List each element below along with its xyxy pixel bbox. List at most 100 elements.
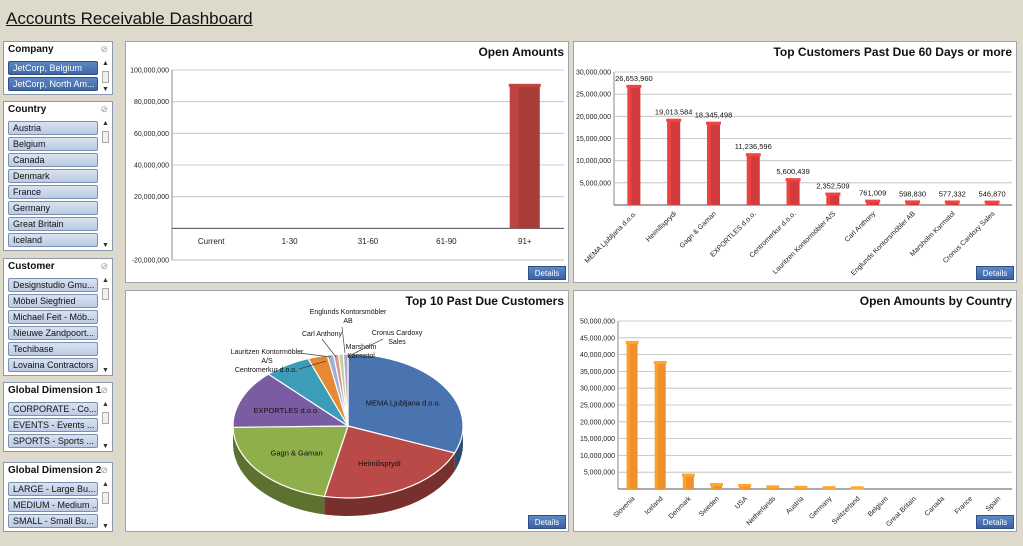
slicer-item-sports[interactable]: SPORTS - Sports ... xyxy=(8,434,98,448)
scroll-thumb[interactable] xyxy=(102,288,109,300)
x-tick-label: Heimilisprydi xyxy=(645,210,678,243)
slicer-item-techibase[interactable]: Techibase xyxy=(8,342,98,356)
scroll-down-icon[interactable]: ▼ xyxy=(102,523,109,530)
bar xyxy=(739,485,751,489)
scroll-thumb[interactable] xyxy=(102,492,109,504)
data-label: 598,830 xyxy=(899,189,926,198)
scroll-thumb[interactable] xyxy=(102,71,109,83)
y-tick-label: 10,000,000 xyxy=(576,158,611,165)
scroll-thumb[interactable] xyxy=(102,412,109,424)
bar-cap xyxy=(984,200,1000,204)
scroll-up-icon[interactable]: ▲ xyxy=(102,120,109,127)
slicer-item-denmark[interactable]: Denmark xyxy=(8,169,98,183)
slicer-item-canada[interactable]: Canada xyxy=(8,153,98,167)
slicer-title: Customer xyxy=(8,261,55,272)
slicer-scrollbar[interactable]: ▲ ▼ xyxy=(101,481,110,530)
bar xyxy=(682,475,694,489)
pie-outside-label: Lauritzen Kontormöbler xyxy=(231,349,304,356)
scroll-up-icon[interactable]: ▲ xyxy=(102,481,109,488)
scroll-up-icon[interactable]: ▲ xyxy=(102,60,109,67)
pie-outside-label: Sales xyxy=(388,339,406,346)
bar xyxy=(826,194,840,205)
clear-filter-icon[interactable]: ⊘ xyxy=(100,465,108,475)
slicer-item-medium[interactable]: MEDIUM - Medium ... xyxy=(8,498,98,512)
slicer-scrollbar[interactable]: ▲ ▼ xyxy=(101,120,110,249)
x-tick-label: Slovenia xyxy=(613,495,637,519)
x-tick-label: Netherlands xyxy=(746,495,778,527)
slicer-item-mobel-siegfried[interactable]: Möbel Siegfried xyxy=(8,294,98,308)
page-title: Accounts Receivable Dashboard xyxy=(6,9,253,28)
slicer-item-austria[interactable]: Austria xyxy=(8,121,98,135)
slicer-item-jetcorp-belgium[interactable]: JetCorp, Belgium xyxy=(8,61,98,75)
x-tick-label: 1-30 xyxy=(282,237,299,246)
details-button[interactable]: Details xyxy=(528,266,566,280)
clear-filter-icon[interactable]: ⊘ xyxy=(100,385,108,395)
x-tick-label: Iceland xyxy=(644,495,665,516)
data-label: 2,352,509 xyxy=(816,182,849,191)
scroll-up-icon[interactable]: ▲ xyxy=(102,277,109,284)
slicer-item-designstudio[interactable]: Designstudio Gmu... xyxy=(8,278,98,292)
bar-cap xyxy=(785,178,801,182)
scroll-down-icon[interactable]: ▼ xyxy=(102,367,109,374)
bar-highlight xyxy=(739,485,743,489)
slicer-item-germany[interactable]: Germany xyxy=(8,201,98,215)
details-button[interactable]: Details xyxy=(976,515,1014,529)
slicer-global-dimension-1[interactable]: Global Dimension 1 ⊘ CORPORATE - Co... EV… xyxy=(3,382,113,452)
scroll-thumb[interactable] xyxy=(102,131,109,143)
scroll-down-icon[interactable]: ▼ xyxy=(102,86,109,93)
clear-filter-icon[interactable]: ⊘ xyxy=(100,104,108,114)
slicer-title: Global Dimension 2 xyxy=(8,465,102,476)
slicer-item-events[interactable]: EVENTS - Events ... xyxy=(8,418,98,432)
clear-filter-icon[interactable]: ⊘ xyxy=(100,44,108,54)
data-label: 761,009 xyxy=(859,189,886,198)
bar-cap xyxy=(745,153,761,157)
details-button[interactable]: Details xyxy=(976,266,1014,280)
slicer-global-dimension-2[interactable]: Global Dimension 2 ⊘ LARGE - Large Bu... … xyxy=(3,462,113,532)
bar-cap xyxy=(905,200,920,204)
pie-slice xyxy=(342,353,349,427)
y-tick-label: 15,000,000 xyxy=(576,136,611,143)
slicer-item-france[interactable]: France xyxy=(8,185,98,199)
slicer-item-great-britain[interactable]: Great Britain xyxy=(8,217,98,231)
pie-slice xyxy=(232,373,350,428)
x-tick-label: Spain xyxy=(985,495,1003,513)
slicer-item-jetcorp-north-america[interactable]: JetCorp, North Am... xyxy=(8,77,98,91)
x-tick-label: 91+ xyxy=(518,237,532,246)
slicer-item-nieuwe-zandpoort[interactable]: Nieuwe Zandpoort... xyxy=(8,326,98,340)
bar xyxy=(654,363,666,489)
panel-top10-past-due: MEMA Ljubljana d.o.o. Heimilisprydi Gagn &… xyxy=(125,290,569,532)
slicer-item-belgium[interactable]: Belgium xyxy=(8,137,98,151)
x-tick-label: Englunds Kontorsmöbler AB xyxy=(850,210,917,277)
x-tick-label: 31-60 xyxy=(358,237,379,246)
slicer-company[interactable]: Company ⊘ JetCorp, Belgium JetCorp, North… xyxy=(3,41,113,95)
clear-filter-icon[interactable]: ⊘ xyxy=(100,261,108,271)
bar-cap xyxy=(738,483,752,487)
scroll-down-icon[interactable]: ▼ xyxy=(102,242,109,249)
slicer-country[interactable]: Country ⊘ Austria Belgium Canada Denmark … xyxy=(3,101,113,251)
details-button[interactable]: Details xyxy=(528,515,566,529)
scroll-up-icon[interactable]: ▲ xyxy=(102,401,109,408)
slicer-item-michael-feit[interactable]: Michael Feit - Möb... xyxy=(8,310,98,324)
slicer-item-iceland[interactable]: Iceland xyxy=(8,233,98,247)
panel-title: Open Amounts by Country xyxy=(859,294,1012,308)
slicer-item-lovaina-contractors[interactable]: Lovaina Contractors xyxy=(8,358,98,372)
y-tick-label: 20,000,000 xyxy=(576,114,611,121)
open-amounts-chart: 100,000,000 80,000,000 60,000,000 40,000,00… xyxy=(130,68,564,265)
slicer-scrollbar[interactable]: ▲ ▼ xyxy=(101,401,110,450)
data-label: 18,345,498 xyxy=(695,111,733,120)
y-tick-label: 40,000,000 xyxy=(580,352,615,359)
slicer-customer[interactable]: Customer ⊘ Designstudio Gmu... Möbel Sieg… xyxy=(3,258,113,376)
scroll-down-icon[interactable]: ▼ xyxy=(102,443,109,450)
y-tick-label: 25,000,000 xyxy=(580,403,615,410)
slicer-item-large[interactable]: LARGE - Large Bu... xyxy=(8,482,98,496)
slicer-scrollbar[interactable]: ▲ ▼ xyxy=(101,277,110,374)
bar-highlight xyxy=(509,85,519,229)
y-tick-label: 50,000,000 xyxy=(580,319,615,326)
slicer-item-corporate[interactable]: CORPORATE - Co... xyxy=(8,402,98,416)
slicer-scrollbar[interactable]: ▲ ▼ xyxy=(101,60,110,93)
pie-slice-side xyxy=(324,452,455,516)
x-tick-label: MEMA Ljubljana d.o.o. xyxy=(584,210,639,265)
y-tick-label: 60,000,000 xyxy=(134,131,169,138)
slicer-items: Austria Belgium Canada Denmark France Ge… xyxy=(4,118,112,251)
slicer-item-small[interactable]: SMALL - Small Bu... xyxy=(8,514,98,528)
